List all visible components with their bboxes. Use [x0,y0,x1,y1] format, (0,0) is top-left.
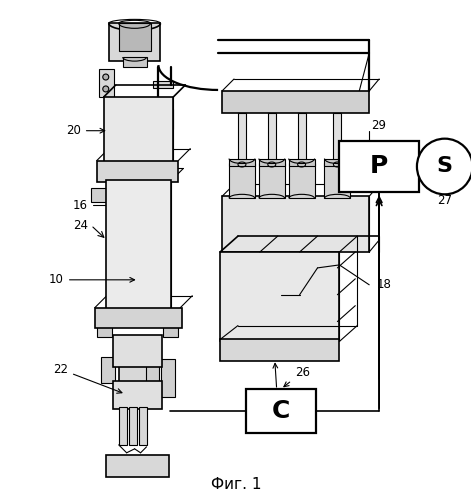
Circle shape [162,188,167,193]
Circle shape [107,118,113,124]
Text: 18: 18 [377,278,392,291]
Text: 29: 29 [371,119,386,132]
Bar [123,57,146,67]
Bar [222,91,369,113]
Bar [268,113,276,164]
Bar [246,389,315,433]
Bar [106,180,171,310]
Bar [259,162,285,198]
Bar [113,336,162,368]
Bar [145,360,160,397]
Bar [220,252,339,342]
Text: 24: 24 [73,218,88,232]
Bar [97,326,112,338]
Bar [238,113,246,164]
Bar [106,455,169,476]
Text: 22: 22 [53,363,122,393]
Bar [259,158,285,166]
Bar [104,97,173,164]
Bar [113,381,162,409]
Text: P: P [370,154,388,178]
Bar [289,158,314,166]
Bar [95,308,182,328]
Bar [118,407,126,445]
Bar [324,158,350,166]
Bar [163,326,178,338]
Text: 20: 20 [66,124,105,137]
Bar [118,24,151,51]
Bar [109,24,160,61]
Circle shape [110,188,115,193]
Text: Фиг. 1: Фиг. 1 [211,477,261,492]
Circle shape [417,138,472,194]
Bar [163,109,173,128]
Text: 10: 10 [49,274,135,286]
Bar [101,358,115,383]
Text: 27: 27 [437,194,452,207]
Text: 26: 26 [284,366,310,386]
Bar [220,340,339,361]
Bar [339,140,419,192]
Bar [222,196,369,252]
Text: S: S [437,156,453,176]
Text: C: C [271,399,290,423]
Bar [153,81,173,88]
Bar [97,160,178,182]
Bar [289,162,314,198]
Bar [129,220,151,280]
Bar [229,158,255,166]
Bar [114,103,163,117]
Circle shape [103,74,109,80]
Bar [333,113,341,164]
Bar [229,162,255,198]
Bar [139,407,146,445]
Bar [91,188,106,202]
Bar [129,407,136,445]
Bar [161,360,176,397]
Circle shape [103,86,109,92]
Text: 16: 16 [73,199,88,212]
Bar [324,162,350,198]
Bar [118,366,157,383]
Bar [99,69,114,97]
Bar [298,113,305,164]
Text: 12: 12 [270,364,285,406]
